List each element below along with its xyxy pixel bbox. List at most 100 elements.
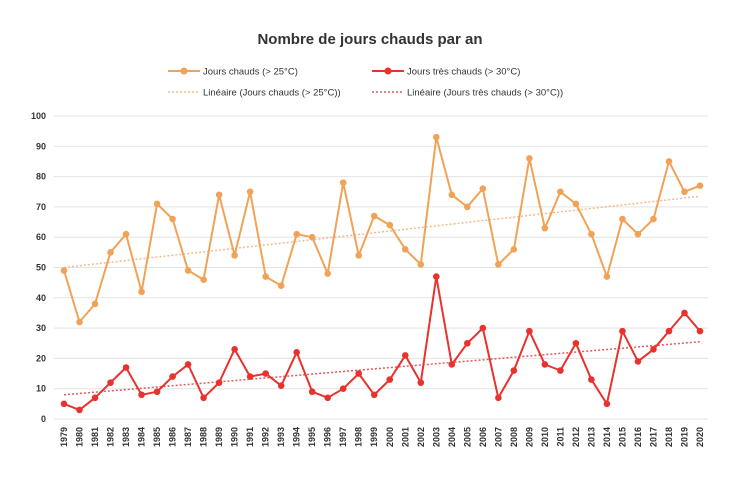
y-tick-label: 10 <box>36 384 46 394</box>
data-point-hot-days <box>634 230 642 238</box>
data-point-hot-days <box>277 282 285 289</box>
x-tick-label: 2008 <box>509 427 519 447</box>
x-tick-label: 1980 <box>75 427 85 447</box>
data-point-very-hot-days <box>324 394 332 402</box>
data-point-hot-days <box>588 230 595 238</box>
data-point-hot-days <box>448 191 456 199</box>
y-tick-label: 80 <box>36 172 46 182</box>
data-point-very-hot-days <box>417 379 425 386</box>
data-point-hot-days <box>293 230 300 238</box>
data-point-very-hot-days <box>634 358 642 365</box>
x-tick-label: 2006 <box>478 427 488 447</box>
data-point-hot-days <box>557 188 564 196</box>
x-tick-label: 1983 <box>121 427 131 447</box>
data-point-very-hot-days <box>308 388 316 396</box>
x-tick-label: 1996 <box>323 427 333 447</box>
data-point-very-hot-days <box>246 373 254 380</box>
legend-item-trend-very-hot-days: Linéaire (Jours très chauds (> 30°C)) <box>372 88 563 99</box>
data-point-hot-days <box>122 230 130 238</box>
x-tick-label: 2020 <box>695 427 705 447</box>
data-point-hot-days <box>510 246 518 253</box>
data-point-hot-days <box>262 273 269 280</box>
x-tick-label: 2003 <box>431 427 441 447</box>
series <box>60 133 704 414</box>
y-tick-label: 40 <box>36 293 46 303</box>
x-tick-label: 1984 <box>137 427 147 447</box>
data-point-very-hot-days <box>510 367 518 374</box>
data-point-very-hot-days <box>432 273 440 280</box>
data-point-hot-days <box>107 249 114 256</box>
data-point-very-hot-days <box>588 376 595 383</box>
x-tick-label: 1987 <box>183 427 193 447</box>
data-point-very-hot-days <box>370 391 378 399</box>
data-point-very-hot-days <box>464 339 471 347</box>
data-point-very-hot-days <box>665 327 673 335</box>
x-tick-label: 2018 <box>664 427 674 447</box>
x-tick-label: 2007 <box>493 427 503 447</box>
y-tick-label: 20 <box>36 353 46 363</box>
data-point-hot-days <box>355 252 363 259</box>
x-tick-label: 2017 <box>648 427 658 447</box>
data-point-hot-days <box>324 270 332 277</box>
x-tick-label: 2009 <box>524 427 534 447</box>
x-tick-label: 2019 <box>679 427 689 447</box>
data-point-hot-days <box>246 188 254 196</box>
data-point-very-hot-days <box>526 327 533 335</box>
x-tick-label: 1982 <box>106 427 116 447</box>
data-point-hot-days <box>153 200 161 208</box>
y-tick-label: 30 <box>36 323 46 333</box>
data-point-hot-days <box>572 200 580 208</box>
y-tick-label: 100 <box>31 111 46 121</box>
x-tick-label: 2001 <box>400 427 410 447</box>
data-point-hot-days <box>200 276 207 283</box>
data-point-hot-days <box>464 203 471 211</box>
data-point-very-hot-days <box>495 394 502 402</box>
trendlines <box>63 195 701 396</box>
data-point-hot-days <box>479 185 487 193</box>
y-axis: 0 10 20 30 40 50 60 70 80 90 100 <box>31 111 46 424</box>
data-point-very-hot-days <box>696 327 704 335</box>
x-tick-label: 2015 <box>617 427 627 447</box>
data-point-hot-days <box>432 133 440 141</box>
data-point-very-hot-days <box>448 361 456 368</box>
data-point-hot-days <box>401 246 409 253</box>
data-point-hot-days <box>91 300 99 308</box>
x-tick-label: 1993 <box>276 427 286 447</box>
x-tick-label: 1985 <box>152 427 162 447</box>
data-point-very-hot-days <box>339 385 347 393</box>
data-point-hot-days <box>603 273 611 280</box>
x-tick-label: 2013 <box>586 427 596 447</box>
data-point-very-hot-days <box>386 376 394 383</box>
legend-item-trend-hot-days: Linéaire (Jours chauds (> 25°C)) <box>168 88 341 99</box>
data-point-hot-days <box>231 252 238 259</box>
data-point-very-hot-days <box>122 364 130 371</box>
x-tick-label: 1991 <box>245 427 255 447</box>
data-point-very-hot-days <box>355 370 363 377</box>
data-point-hot-days <box>417 261 425 268</box>
data-point-hot-days <box>665 158 673 165</box>
legend-item-hot-days: Jours chauds (> 25°C) <box>168 67 298 78</box>
x-tick-label: 1981 <box>90 427 100 447</box>
y-tick-label: 70 <box>36 202 46 212</box>
data-point-hot-days <box>184 267 192 274</box>
series-line-very-hot-days <box>63 275 701 411</box>
data-point-very-hot-days <box>262 370 269 377</box>
data-point-hot-days <box>339 179 347 186</box>
data-point-very-hot-days <box>619 327 626 335</box>
x-tick-label: 1992 <box>261 427 271 447</box>
data-point-very-hot-days <box>138 391 145 399</box>
data-point-very-hot-days <box>293 349 300 356</box>
y-tick-label: 50 <box>36 263 46 273</box>
x-tick-label: 2016 <box>633 427 643 447</box>
data-point-very-hot-days <box>277 382 285 389</box>
data-point-hot-days <box>495 261 502 268</box>
data-point-hot-days <box>526 155 533 162</box>
x-tick-label: 2002 <box>416 427 426 447</box>
legend: Jours chauds (> 25°C) Jours très chauds … <box>168 67 563 99</box>
x-tick-label: 1986 <box>168 427 178 447</box>
data-point-very-hot-days <box>401 352 409 359</box>
data-point-hot-days <box>386 221 394 229</box>
data-point-hot-days <box>169 215 176 223</box>
x-tick-label: 1989 <box>214 427 224 447</box>
